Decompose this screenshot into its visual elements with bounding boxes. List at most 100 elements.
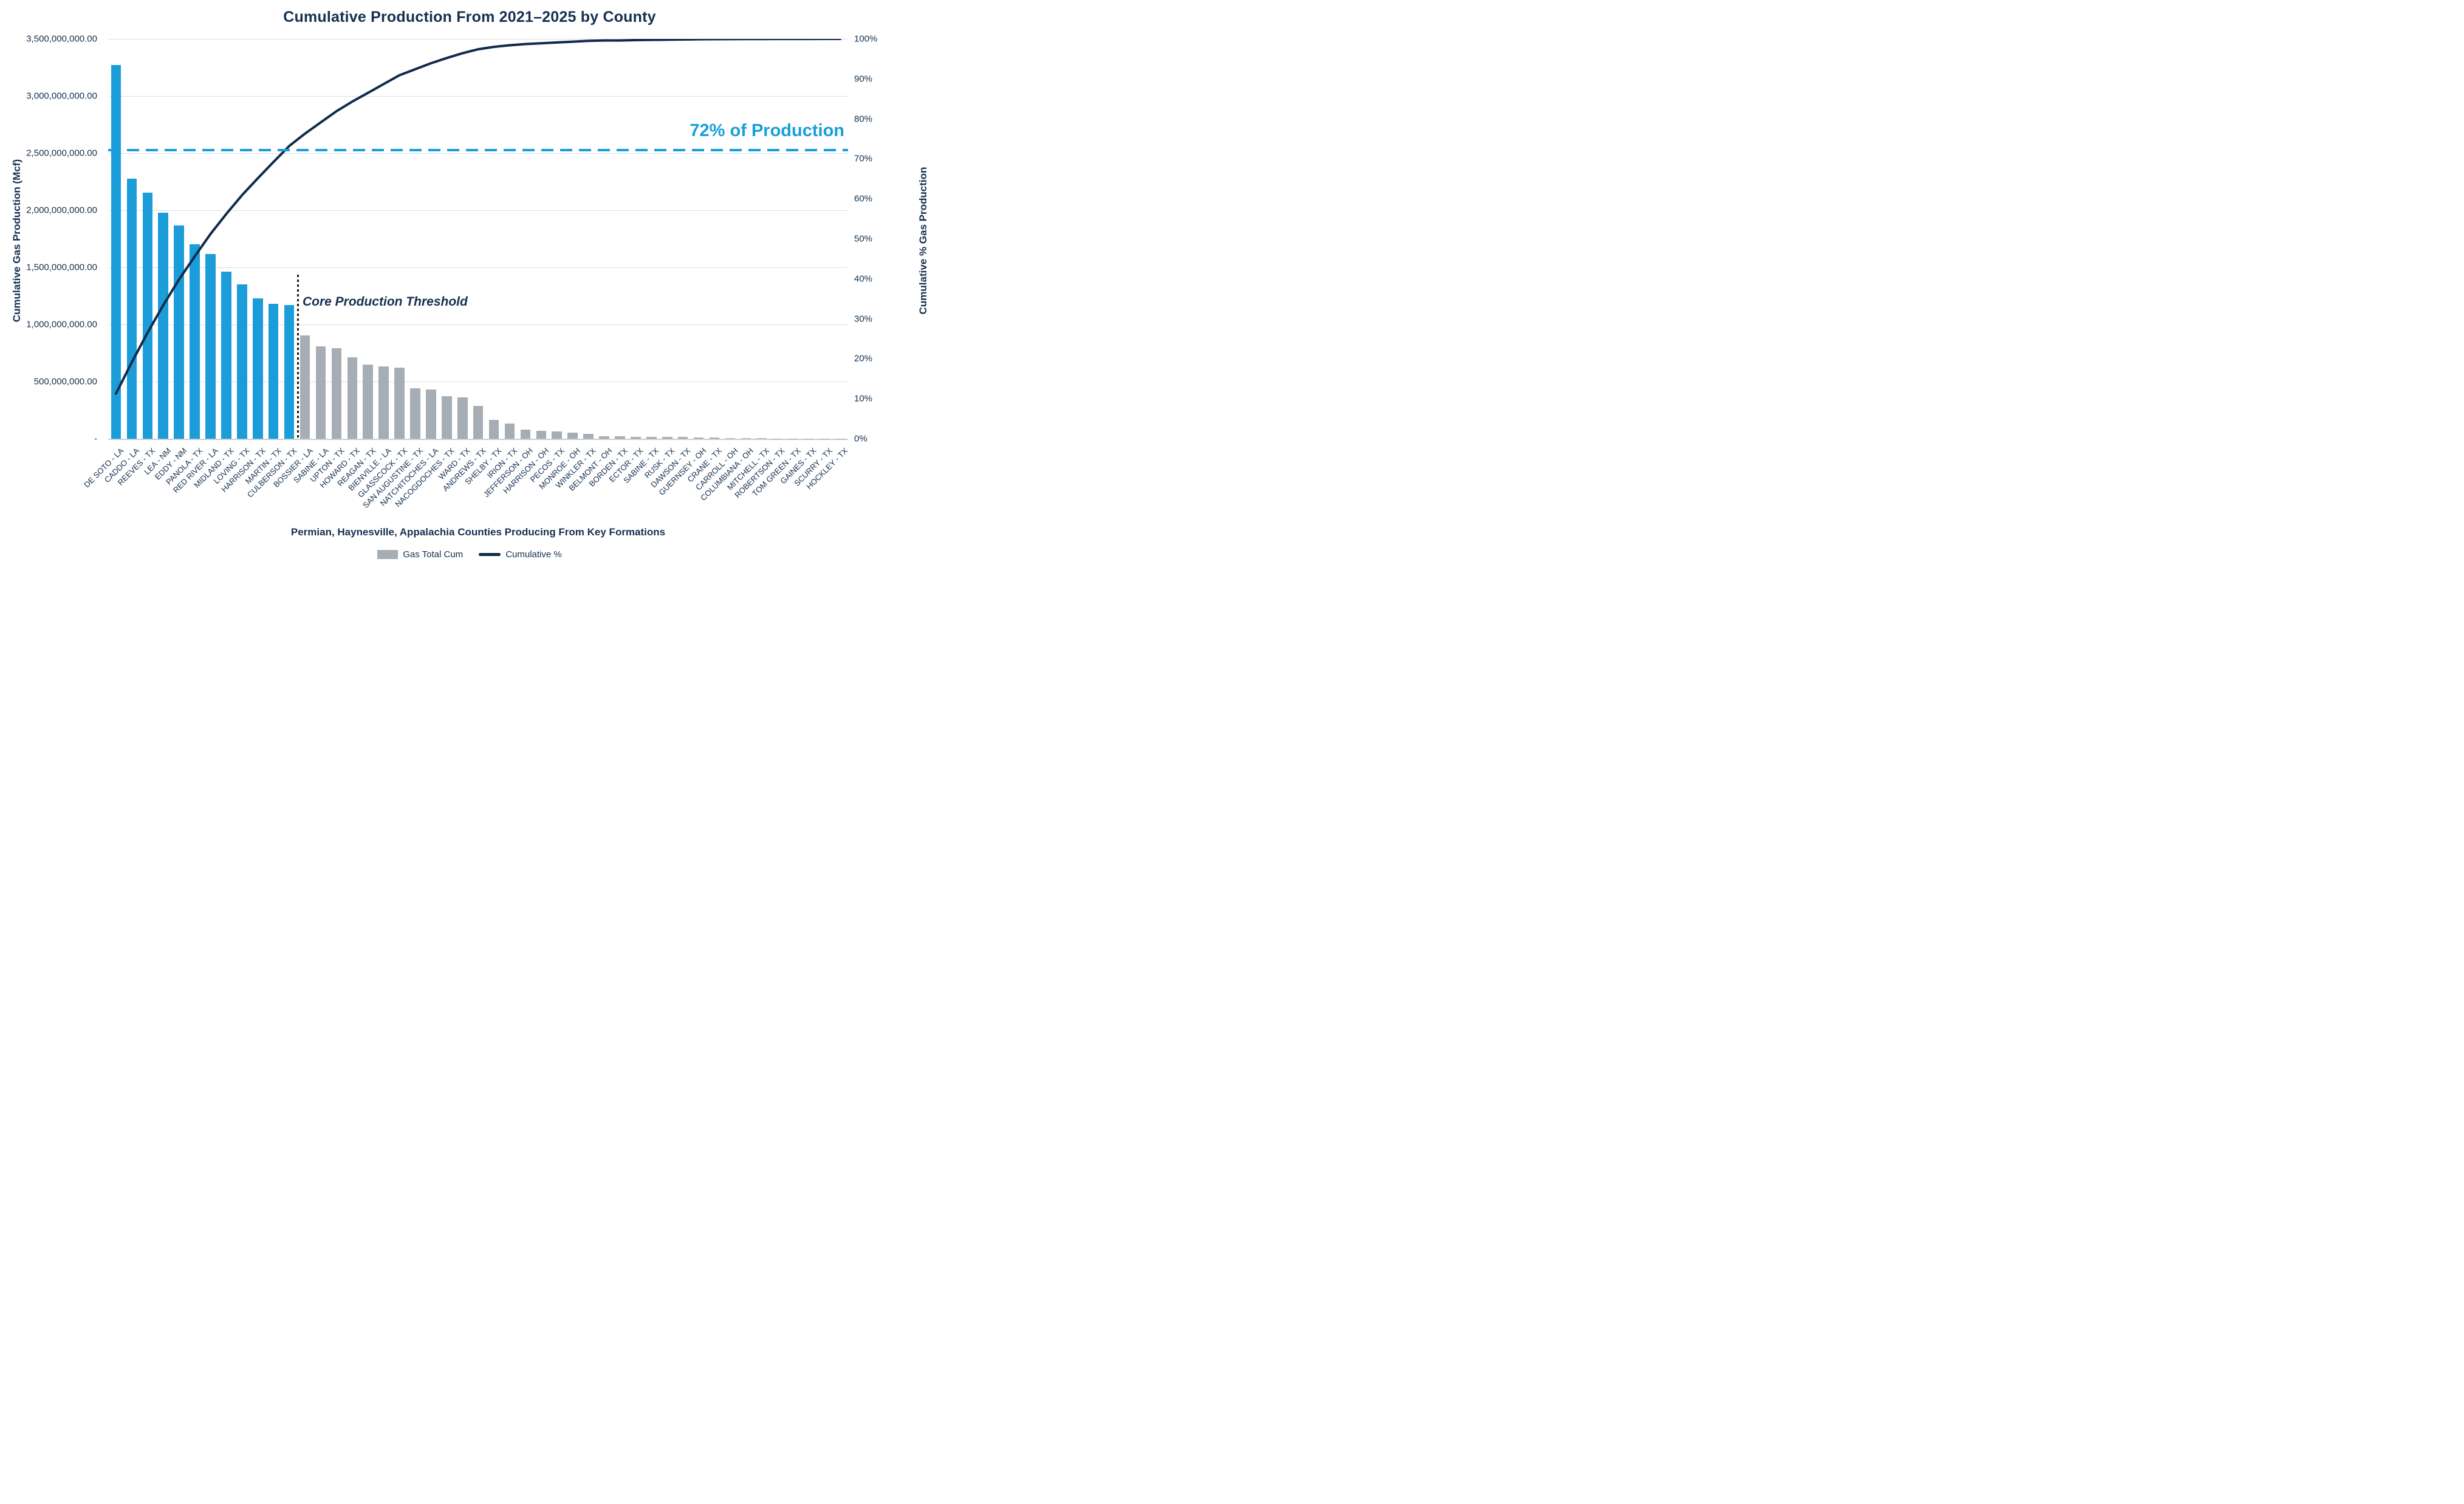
bar-ector-tx	[631, 436, 641, 439]
pareto-chart: Cumulative Production From 2021–2025 by …	[0, 0, 939, 573]
left-axis-tick: 1,500,000,000.00	[26, 262, 97, 273]
bar-slot	[832, 39, 848, 439]
bar-slot	[156, 39, 171, 439]
bar-irion-tx	[504, 424, 515, 439]
bar-slot	[218, 39, 234, 439]
core-threshold-dotted-line	[296, 275, 299, 439]
bar-bossier-la	[299, 335, 310, 439]
right-axis-tick: 20%	[854, 353, 873, 364]
gridline	[108, 439, 848, 440]
bar-slot	[423, 39, 439, 439]
bar-slot	[502, 39, 518, 439]
bar-slot	[486, 39, 502, 439]
bar-slot	[738, 39, 754, 439]
bar-san-augustine-tx	[410, 388, 420, 439]
bar-slot	[360, 39, 376, 439]
bar-panola-tx	[190, 244, 200, 439]
bar-natchitoches-la	[426, 389, 436, 439]
bar-slot	[281, 39, 297, 439]
bar-winkler-tx	[583, 433, 594, 439]
bar-reagan-tx	[363, 365, 373, 439]
line-swatch-icon	[479, 553, 501, 556]
bar-series	[108, 39, 848, 439]
bar-slot	[297, 39, 313, 439]
bar-slot	[549, 39, 565, 439]
bar-slot	[344, 39, 360, 439]
x-axis-title: Permian, Haynesville, Appalachia Countie…	[290, 526, 666, 538]
bar-crane-tx	[709, 438, 720, 439]
bar-slot	[124, 39, 140, 439]
right-axis-tick: 10%	[854, 393, 873, 404]
bar-slot	[722, 39, 738, 439]
bar-slot	[265, 39, 281, 439]
bar-slot	[470, 39, 486, 439]
bar-slot	[801, 39, 817, 439]
bar-caddo-la	[126, 178, 137, 439]
bar-belmont-oh	[599, 436, 609, 439]
bar-slot	[581, 39, 597, 439]
72-percent-dashed-line	[108, 148, 848, 151]
bar-shelby-tx	[488, 419, 499, 439]
bar-de-soto-la	[111, 64, 121, 439]
right-axis-tick: 100%	[854, 33, 878, 44]
bar-guernsey-oh	[693, 437, 704, 439]
bar-slot	[785, 39, 801, 439]
bar-slot	[392, 39, 408, 439]
legend-bar-label: Gas Total Cum	[403, 549, 464, 560]
bar-slot	[234, 39, 250, 439]
chart-title: Cumulative Production From 2021–2025 by …	[283, 9, 656, 26]
bar-lea-nm	[158, 213, 169, 439]
legend: Gas Total Cum Cumulative %	[0, 549, 939, 560]
bar-swatch-icon	[377, 550, 399, 559]
bar-mitchell-tx	[756, 438, 767, 439]
bar-glasscock-tx	[394, 367, 405, 439]
bar-columbiana-oh	[741, 438, 751, 439]
left-axis-tick: -	[94, 433, 97, 444]
bar-slot	[329, 39, 344, 439]
right-axis-tick-labels: 100% 90% 80% 70% 60% 50% 40% 30% 20% 10% 0%	[854, 34, 897, 444]
left-axis-tick: 500,000,000.00	[33, 376, 97, 387]
bar-slot	[313, 39, 329, 439]
bar-eddy-nm	[174, 225, 184, 439]
bar-pecos-tx	[552, 431, 563, 439]
right-axis-tick: 80%	[854, 114, 873, 125]
legend-item-line: Cumulative %	[479, 549, 562, 560]
bar-slot	[754, 39, 770, 439]
bar-carroll-oh	[725, 438, 736, 439]
bar-nacogdoches-tx	[442, 396, 452, 439]
bar-martin-tx	[268, 304, 279, 439]
bar-sabine-la	[315, 346, 326, 439]
left-axis-tick: 3,000,000,000.00	[26, 91, 97, 101]
bar-culberson-tx	[284, 305, 295, 439]
bar-slot	[565, 39, 581, 439]
bar-howard-tx	[347, 357, 358, 439]
72-percent-annotation: 72% of Production	[690, 120, 844, 140]
right-axis-tick: 70%	[854, 153, 873, 164]
bar-monroe-oh	[567, 433, 578, 439]
legend-line-label: Cumulative %	[505, 549, 562, 560]
bar-ward-tx	[457, 397, 468, 439]
bar-harrison-oh	[536, 431, 547, 439]
core-threshold-annotation: Core Production Threshold	[302, 295, 468, 309]
right-axis-title: Cumulative % Gas Production	[917, 167, 929, 315]
bar-slot	[187, 39, 203, 439]
bar-sabine-tx	[646, 436, 657, 439]
bar-slot	[376, 39, 392, 439]
bar-slot	[816, 39, 832, 439]
left-axis-tick: 1,000,000,000.00	[26, 319, 97, 330]
bar-slot	[140, 39, 156, 439]
bar-slot	[171, 39, 187, 439]
right-axis-tick: 30%	[854, 314, 873, 324]
bar-slot	[203, 39, 219, 439]
bar-slot	[439, 39, 454, 439]
bar-harrison-tx	[252, 298, 263, 439]
legend-item-bar: Gas Total Cum	[377, 549, 463, 560]
bar-slot	[643, 39, 659, 439]
left-axis-tick-labels: 3,500,000,000.00 3,000,000,000.00 2,500,00…	[0, 34, 102, 444]
bar-slot	[108, 39, 124, 439]
bar-rusk-tx	[662, 437, 672, 439]
right-axis-tick: 60%	[854, 193, 873, 204]
bar-slot	[770, 39, 785, 439]
bar-borden-tx	[615, 436, 625, 439]
right-axis-tick: 50%	[854, 233, 873, 244]
